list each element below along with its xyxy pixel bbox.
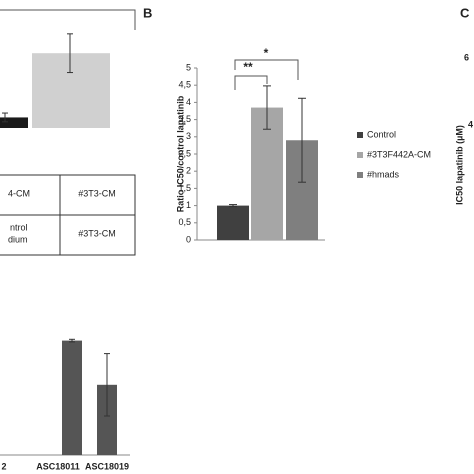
y-tick-label: 2 — [186, 166, 191, 176]
legend-label: #3T3F442A-CM — [367, 149, 431, 159]
legend-swatch — [357, 172, 363, 178]
table-cell: #3T3-CM — [78, 228, 116, 238]
y-tick-label: 4 — [468, 119, 473, 129]
panel-label: C — [460, 5, 470, 20]
x-tick-label: 2 — [1, 461, 6, 471]
y-tick-label: 4 — [186, 97, 191, 107]
table-cell: #3T3-CM — [78, 188, 116, 198]
table-cell: ntrol — [10, 222, 28, 232]
bar — [217, 205, 249, 240]
bar — [62, 340, 82, 455]
significance-bracket — [234, 75, 268, 90]
bar — [97, 384, 117, 455]
bar — [32, 53, 110, 129]
bar — [0, 117, 28, 128]
x-tick-label: ASC18011 — [36, 461, 80, 471]
y-tick-label: 3 — [186, 131, 191, 141]
y-tick-label: 1,5 — [178, 183, 191, 193]
table-cell: 4-CM — [8, 188, 30, 198]
y-tick-label: 0 — [186, 234, 191, 244]
annotation: * — [264, 46, 269, 60]
table-cell: dium — [8, 234, 28, 244]
y-axis-label: Ratio IC50/control lapatinib — [175, 95, 185, 212]
y-axis-label: IC50 lapatinib (µM) — [454, 125, 464, 205]
significance-bracket — [0, 9, 136, 30]
y-tick-label: 0,5 — [178, 217, 191, 227]
y-tick-label: 4,5 — [178, 80, 191, 90]
panel-label: B — [143, 5, 152, 20]
y-tick-label: 3,5 — [178, 114, 191, 124]
legend-swatch — [357, 132, 363, 138]
legend-label: Control — [367, 129, 396, 139]
y-tick-label: 2,5 — [178, 148, 191, 158]
y-tick-label: 1 — [186, 200, 191, 210]
significance-bracket — [234, 59, 299, 80]
y-tick-label: 6 — [464, 52, 469, 62]
x-tick-label: ASC18019 — [85, 461, 129, 471]
legend-swatch — [357, 152, 363, 158]
legend-label: #hmads — [367, 169, 400, 179]
annotation: ** — [243, 60, 253, 74]
y-tick-label: 5 — [186, 62, 191, 72]
